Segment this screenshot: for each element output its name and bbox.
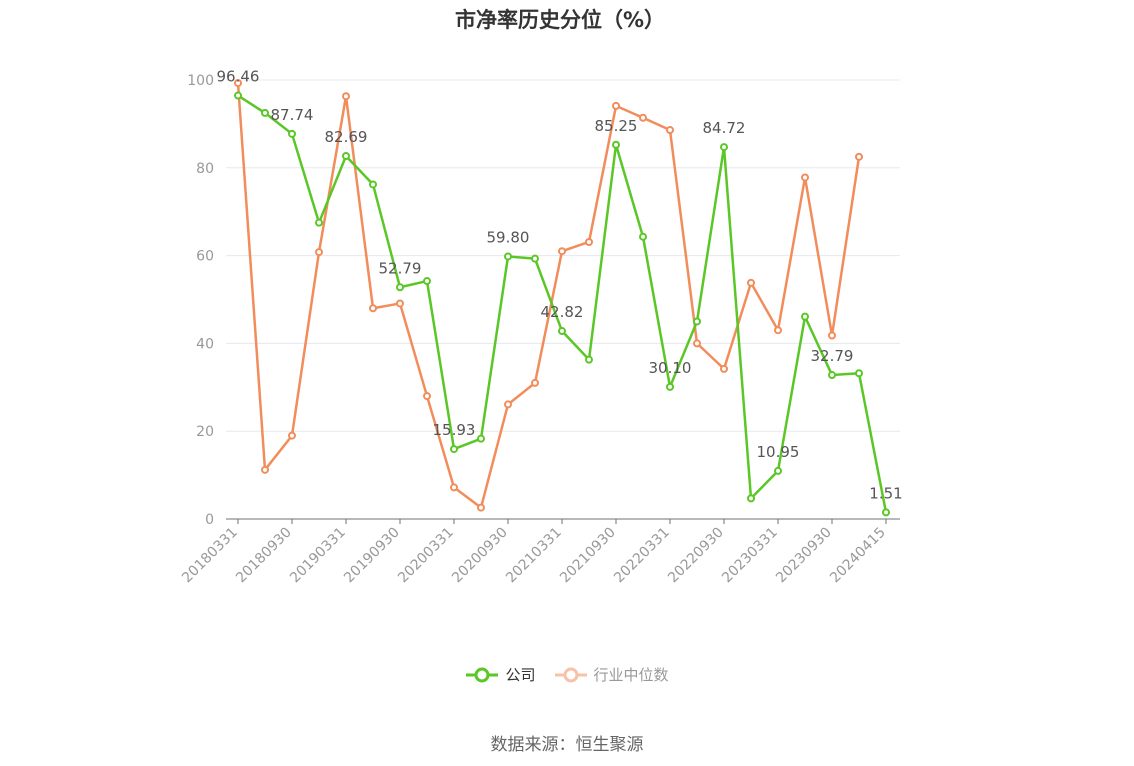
data-point[interactable]	[450, 483, 458, 492]
x-tick-label: 20200331	[395, 525, 457, 587]
data-labels: 96.46 87.74 82.69 52.79 15.93 59.80 42.82 85.25…	[217, 68, 903, 503]
data-point[interactable]	[261, 108, 269, 117]
data-point[interactable]	[801, 173, 809, 182]
y-tick-label: 20	[196, 424, 214, 440]
data-label: 15.93	[433, 421, 476, 439]
data-point[interactable]	[747, 494, 755, 503]
legend-industry-label: 行业中位数	[593, 666, 669, 684]
data-point[interactable]	[315, 248, 323, 257]
series	[234, 79, 890, 517]
data-point[interactable]	[342, 92, 350, 101]
y-tick-label: 40	[196, 336, 214, 352]
data-point[interactable]	[774, 466, 782, 475]
data-label: 1.51	[869, 484, 902, 502]
x-tick-label: 20190331	[287, 525, 349, 587]
chart-title: 市净率历史分位（%）	[454, 8, 666, 32]
data-point[interactable]	[288, 129, 296, 138]
line-chart: 0 20 40 60 80 100 2018033120180930201903312019…	[179, 68, 903, 587]
data-point[interactable]	[477, 434, 485, 443]
y-tick-label: 60	[196, 249, 214, 265]
legend-company-label: 公司	[505, 666, 536, 684]
data-point[interactable]	[666, 382, 674, 391]
data-label: 52.79	[379, 259, 422, 277]
data-point[interactable]	[531, 254, 539, 263]
data-point[interactable]	[585, 237, 593, 246]
data-point[interactable]	[531, 378, 539, 387]
data-point[interactable]	[747, 278, 755, 287]
data-label: 82.69	[325, 128, 368, 146]
data-point[interactable]	[639, 232, 647, 241]
data-point[interactable]	[423, 277, 431, 286]
data-label: 42.82	[541, 303, 584, 321]
y-tick-label: 0	[205, 512, 214, 528]
data-point[interactable]	[693, 339, 701, 348]
y-tick-label: 100	[187, 73, 214, 89]
data-point[interactable]	[639, 113, 647, 122]
data-point[interactable]	[369, 180, 377, 189]
data-point[interactable]	[558, 327, 566, 336]
data-label: 96.46	[217, 68, 260, 86]
data-point[interactable]	[315, 218, 323, 227]
series-line	[236, 82, 861, 509]
data-point[interactable]	[450, 445, 458, 454]
data-point[interactable]	[720, 364, 728, 373]
legend-item-industry[interactable]: 行业中位数	[554, 664, 669, 685]
legend-item-company[interactable]: 公司	[465, 664, 536, 685]
data-point[interactable]	[720, 143, 728, 152]
data-point[interactable]	[396, 299, 404, 308]
axes: 0 20 40 60 80 100 2018033120180930201903312019…	[179, 73, 900, 586]
x-tick-label: 20230331	[719, 525, 781, 587]
data-point[interactable]	[585, 355, 593, 364]
data-point[interactable]	[288, 431, 296, 440]
data-point[interactable]	[882, 508, 890, 517]
series-company	[234, 91, 890, 517]
data-label: 84.72	[703, 119, 746, 137]
data-label: 30.10	[649, 359, 692, 377]
x-tick-label: 20230930	[773, 525, 835, 587]
data-point[interactable]	[855, 369, 863, 378]
data-point[interactable]	[612, 140, 620, 149]
x-tick-label: 20220331	[611, 525, 673, 587]
data-point[interactable]	[801, 312, 809, 321]
data-point[interactable]	[612, 101, 620, 110]
series-industry	[234, 79, 863, 512]
source-note: 数据来源：恒生聚源	[490, 735, 644, 755]
x-tick-label: 20200930	[449, 525, 511, 587]
data-point[interactable]	[234, 79, 242, 88]
data-label: 59.80	[487, 228, 530, 246]
data-point[interactable]	[504, 400, 512, 409]
data-point[interactable]	[855, 152, 863, 161]
data-point[interactable]	[369, 304, 377, 313]
data-point[interactable]	[558, 247, 566, 256]
data-point[interactable]	[774, 326, 782, 335]
data-point[interactable]	[828, 331, 836, 340]
data-point[interactable]	[693, 317, 701, 326]
data-label: 85.25	[595, 117, 638, 135]
y-tick-label: 80	[196, 161, 214, 177]
data-point[interactable]	[423, 392, 431, 401]
grid-lines	[226, 79, 900, 432]
x-tick-label: 20210331	[503, 525, 565, 587]
x-tick-label: 20210930	[557, 525, 619, 587]
data-point[interactable]	[261, 465, 269, 474]
data-point[interactable]	[396, 283, 404, 292]
data-point[interactable]	[234, 91, 242, 100]
legend-company-marker-icon	[466, 667, 499, 682]
x-tick-label: 20240415	[827, 525, 889, 587]
data-point[interactable]	[342, 151, 350, 160]
data-label: 32.79	[811, 347, 854, 365]
legend: 公司 行业中位数	[0, 664, 1134, 685]
data-point[interactable]	[828, 371, 836, 380]
x-tick-label: 20180930	[233, 525, 295, 587]
x-tick-label: 20180331	[179, 525, 241, 587]
legend-industry-marker-icon	[554, 667, 587, 682]
x-tick-label: 20190930	[341, 525, 403, 587]
data-point[interactable]	[504, 252, 512, 261]
data-point[interactable]	[666, 126, 674, 135]
data-label: 87.74	[271, 106, 314, 124]
data-point[interactable]	[477, 503, 485, 512]
x-tick-label: 20220930	[665, 525, 727, 587]
data-label: 10.95	[757, 443, 800, 461]
